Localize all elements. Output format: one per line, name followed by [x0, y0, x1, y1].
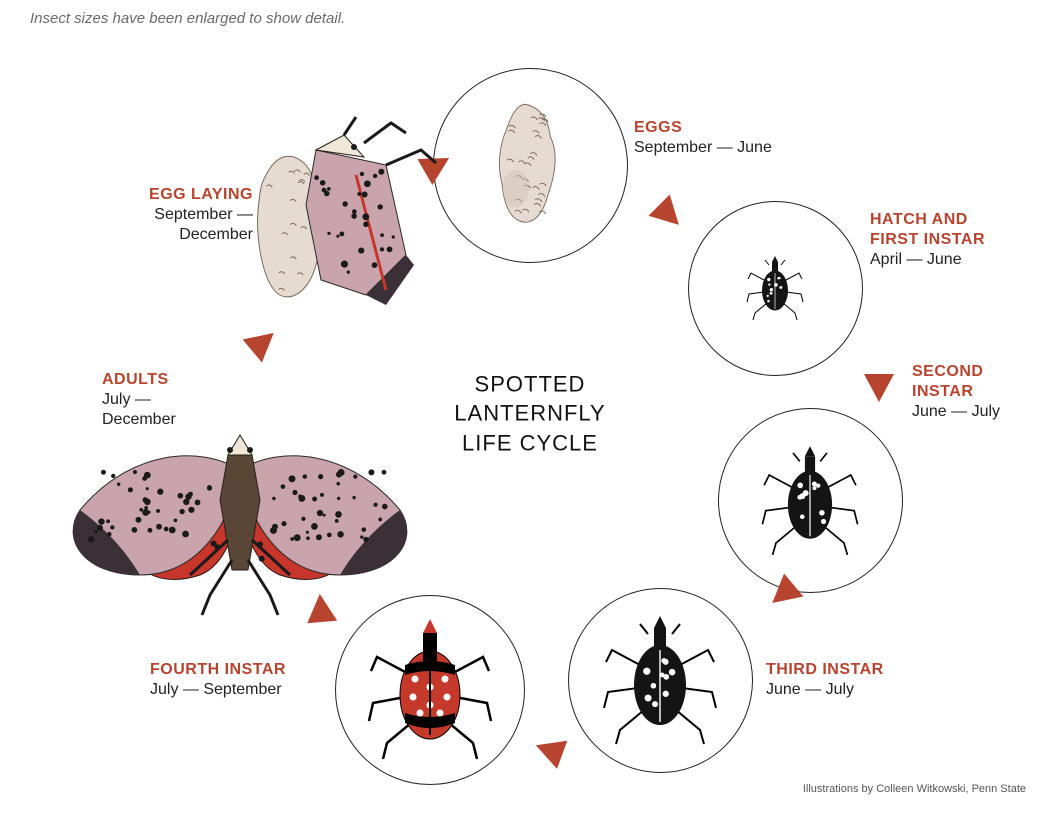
enlargement-note: Insect sizes have been enlarged to show …: [30, 10, 345, 27]
adults-illustration: [60, 400, 420, 620]
stage-label-first_instar: HATCH ANDFIRST INSTAR April — June: [870, 210, 985, 270]
stage-name: SECONDINSTAR: [912, 362, 1000, 402]
stage-period: April — June: [870, 250, 985, 270]
illustration-credit: Illustrations by Colleen Witkowski, Penn…: [803, 783, 1026, 795]
stage-name: ADULTS: [102, 370, 176, 390]
stage-period: July — September: [150, 680, 286, 700]
stage-circle-second_instar: [718, 408, 903, 593]
cycle-arrow: [648, 194, 689, 235]
fourth_instar-illustration: [365, 615, 495, 765]
stage-circle-third_instar: [568, 588, 753, 773]
stage-name: EGGS: [634, 118, 772, 138]
stage-name: FOURTH INSTAR: [150, 660, 286, 680]
second_instar-illustration: [759, 441, 861, 560]
diagram-title: SPOTTEDLANTERNFLYLIFE CYCLE: [454, 369, 605, 458]
cycle-arrow: [864, 374, 894, 402]
stage-circle-first_instar: [688, 201, 863, 376]
third_instar-illustration: [600, 610, 720, 750]
stage-name: HATCH ANDFIRST INSTAR: [870, 210, 985, 250]
stage-circle-eggs: [433, 68, 628, 263]
stage-period: June — July: [912, 402, 1000, 422]
stage-period: September — June: [634, 138, 772, 158]
stage-label-eggs: EGGS September — June: [634, 118, 772, 158]
egg_laying-illustration: [236, 115, 446, 325]
stage-name: THIRD INSTAR: [766, 660, 884, 680]
first_instar-illustration: [745, 253, 805, 323]
cycle-arrow: [531, 731, 568, 769]
eggs-illustration: [483, 91, 577, 239]
stage-label-second_instar: SECONDINSTAR June — July: [912, 362, 1000, 422]
stage-label-third_instar: THIRD INSTAR June — July: [766, 660, 884, 700]
cycle-arrow: [243, 322, 284, 363]
stage-label-fourth_instar: FOURTH INSTAR July — September: [150, 660, 286, 700]
stage-name: EGG LAYING: [118, 185, 253, 205]
stage-period: June — July: [766, 680, 884, 700]
stage-label-egg_laying: EGG LAYING September —December: [118, 185, 253, 245]
stage-circle-fourth_instar: [335, 595, 525, 785]
stage-period: September —December: [118, 205, 253, 245]
